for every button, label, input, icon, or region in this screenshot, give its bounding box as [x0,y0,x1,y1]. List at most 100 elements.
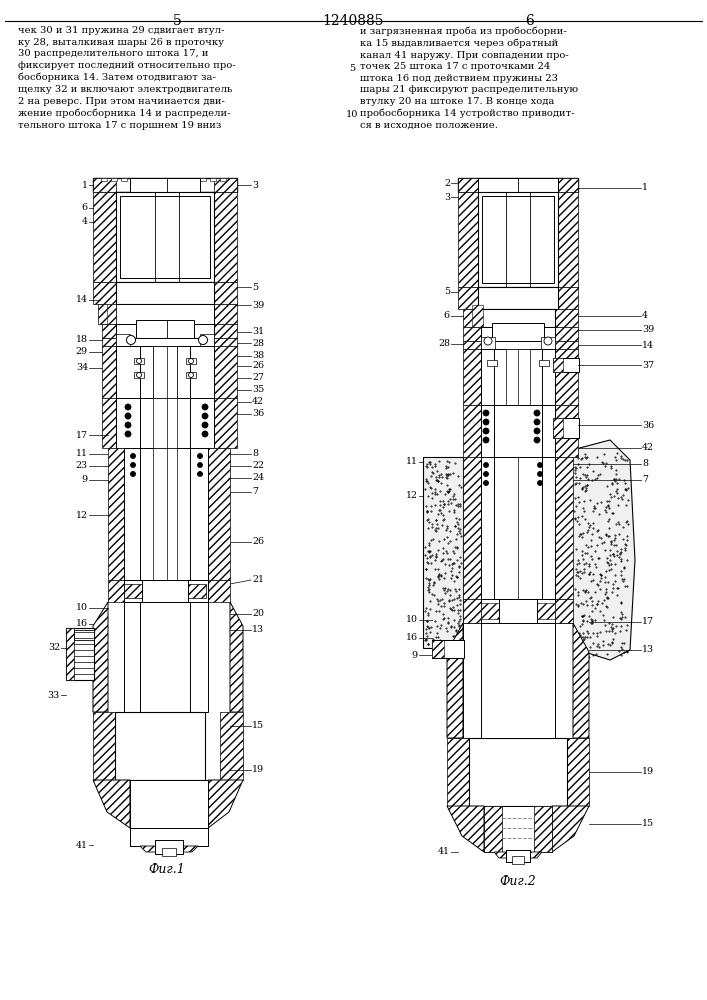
Text: 10: 10 [76,603,88,612]
Bar [472,305,483,327]
Text: 16: 16 [76,619,88,629]
Bar [478,178,558,192]
Circle shape [483,428,489,434]
Bar [463,599,481,623]
Circle shape [537,481,542,486]
Polygon shape [230,602,243,712]
Text: 39: 39 [252,300,264,310]
Text: 36: 36 [252,410,264,418]
Bar [66,628,94,680]
Text: 5: 5 [252,282,258,292]
Text: 42: 42 [642,444,654,452]
Text: 31: 31 [252,328,264,336]
Text: 15: 15 [642,820,654,828]
Bar [101,178,107,181]
Text: 12: 12 [406,491,418,500]
Text: 18: 18 [76,336,88,344]
Bar [481,405,555,457]
Text: 20: 20 [252,609,264,618]
Bar [93,178,237,192]
Circle shape [197,462,202,468]
Circle shape [125,422,131,428]
Text: 26: 26 [252,361,264,370]
Bar [469,738,567,806]
Circle shape [131,472,136,477]
Text: 17: 17 [76,430,88,440]
Text: 23: 23 [76,462,88,471]
Bar [136,320,194,338]
Text: 14: 14 [76,296,88,304]
Circle shape [189,359,194,363]
Circle shape [484,337,492,345]
Bar [558,178,578,192]
Bar [537,603,555,619]
Circle shape [534,419,540,425]
Bar [186,358,196,364]
Bar [432,640,444,658]
Text: 4: 4 [642,312,648,320]
Polygon shape [572,440,635,660]
Bar [214,304,237,324]
Text: 28: 28 [438,340,450,349]
Circle shape [202,431,208,437]
Bar [140,602,190,712]
Bar [102,338,116,346]
Bar [116,324,214,338]
Bar [102,398,116,448]
Polygon shape [423,457,463,648]
Circle shape [202,404,208,410]
Text: 13: 13 [642,646,654,654]
Bar [214,192,237,282]
Text: 26: 26 [252,538,264,546]
Bar [124,584,142,598]
Bar [116,304,214,324]
Polygon shape [552,806,589,852]
Bar [220,712,243,780]
Text: 38: 38 [252,352,264,360]
Bar [120,196,210,278]
Bar [214,282,237,304]
Bar [155,840,183,854]
Circle shape [131,454,136,458]
Text: 16: 16 [406,634,418,643]
Text: 36: 36 [642,420,654,430]
Text: 12: 12 [76,510,88,520]
Polygon shape [140,846,198,852]
Text: 17: 17 [642,617,654,626]
Bar [102,346,116,398]
Bar [494,349,542,405]
Bar [463,341,481,349]
Bar [463,405,481,457]
Bar [553,358,563,372]
Bar [555,309,578,327]
Text: 19: 19 [252,766,264,774]
Text: 5: 5 [349,64,355,73]
Text: 13: 13 [252,626,264,635]
Text: 3: 3 [444,192,450,202]
Circle shape [202,413,208,419]
Bar [458,287,478,309]
Bar [162,848,176,856]
Bar [208,580,230,602]
Text: 21: 21 [252,576,264,584]
Bar [478,287,558,309]
Bar [200,346,214,352]
Circle shape [534,410,540,416]
Bar [130,828,208,846]
Bar [124,580,208,602]
Bar [555,349,578,405]
Bar [481,327,555,341]
Text: 1: 1 [82,180,88,190]
Bar [478,192,558,287]
Text: 11: 11 [406,458,418,466]
Text: 4: 4 [82,218,88,227]
Bar [153,346,177,398]
Bar [534,806,552,852]
Bar [124,448,208,580]
Bar [481,599,555,623]
Circle shape [484,472,489,477]
Circle shape [537,472,542,477]
Text: 6: 6 [82,204,88,213]
Bar [93,712,115,780]
Bar [555,327,578,341]
